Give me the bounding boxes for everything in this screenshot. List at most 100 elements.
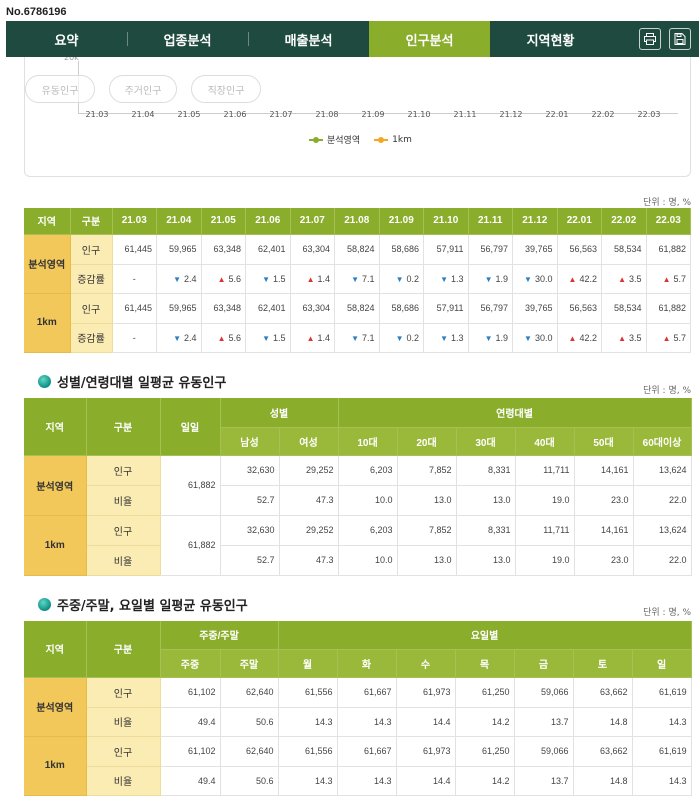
tab-industry[interactable]: 업종분석	[127, 21, 248, 57]
arrow-down-icon: ▼	[262, 274, 270, 284]
chart-legend: 분석영역 1km	[309, 133, 412, 146]
value-cell: 13,624	[633, 455, 692, 486]
category-cell: 인구	[86, 515, 161, 546]
ratio-cell: 14.3	[337, 766, 397, 796]
value-cell: 63,662	[573, 736, 633, 767]
column-subheader: 주말	[220, 649, 279, 678]
rate-cell: ▲ 3.5	[601, 323, 647, 353]
column-subheader: 20대	[397, 427, 457, 456]
column-subheader: 40대	[515, 427, 575, 456]
column-subheader: 남성	[220, 427, 280, 456]
x-axis-tick: 21.12	[499, 110, 523, 119]
value-cell: 56,563	[557, 293, 602, 324]
legend-item-area[interactable]: 분석영역	[309, 133, 360, 146]
region-cell: 분석영역	[24, 234, 71, 294]
legend-item-1km[interactable]: 1km	[374, 135, 412, 145]
column-header: 21.07	[290, 208, 335, 235]
ratio-cell: 47.3	[279, 545, 339, 576]
save-icon[interactable]	[669, 28, 691, 50]
value-cell: 57,911	[423, 293, 469, 324]
ratio-cell: 49.4	[160, 766, 221, 796]
rate-cell: ▲ 42.2	[557, 264, 602, 294]
daily-avg-cell: 61,882	[160, 455, 221, 516]
value-cell: 58,686	[379, 234, 424, 265]
value-cell: 61,556	[278, 736, 338, 767]
ratio-cell: 13.0	[397, 485, 457, 516]
value-cell: 63,304	[290, 293, 335, 324]
ratio-cell: 19.0	[515, 545, 575, 576]
column-header: 지역	[24, 621, 87, 678]
ratio-cell: 14.8	[573, 707, 633, 737]
value-cell: 56,563	[557, 234, 602, 265]
value-cell: 61,882	[646, 293, 691, 324]
rate-cell: -	[112, 323, 157, 353]
tab-sales[interactable]: 매출분석	[248, 21, 369, 57]
pill-floating-pop[interactable]: 유동인구	[25, 75, 95, 103]
column-header: 지역	[24, 208, 71, 235]
column-header: 21.12	[512, 208, 558, 235]
value-cell: 8,331	[456, 515, 516, 546]
rate-cell: ▲ 5.6	[201, 323, 246, 353]
arrow-down-icon: ▼	[440, 274, 448, 284]
pill-resident-pop[interactable]: 주거인구	[109, 75, 177, 103]
value-cell: 63,348	[201, 293, 246, 324]
column-header: 성별	[220, 398, 339, 428]
arrow-up-icon: ▲	[568, 333, 577, 343]
rate-cell: ▲ 5.7	[646, 323, 691, 353]
x-axis-tick: 21.09	[361, 110, 385, 119]
arrow-down-icon: ▼	[484, 333, 493, 343]
column-header: 요일별	[278, 621, 692, 650]
unit-label-monthly: 단위 : 명, %	[643, 198, 691, 208]
value-cell: 61,250	[455, 677, 515, 708]
rate-cell: ▼ 2.4	[156, 264, 202, 294]
column-header: 21.10	[423, 208, 469, 235]
gender-age-table: 지역 구분 일일 성별 연령대별 남성 여성 10대 20대 30대 40대 50대 60대이상 분석영역…	[24, 398, 692, 576]
ratio-cell: 13.0	[397, 545, 457, 576]
column-header: 일일	[160, 398, 221, 456]
arrow-down-icon: ▼	[395, 274, 404, 284]
rate-cell: ▼ 30.0	[512, 323, 558, 353]
ratio-cell: 13.0	[456, 485, 516, 516]
x-axis-tick: 21.05	[177, 110, 201, 119]
column-header: 구분	[70, 208, 113, 235]
value-cell: 58,824	[334, 293, 380, 324]
value-cell: 13,624	[633, 515, 692, 546]
value-cell: 61,882	[646, 234, 691, 265]
value-cell: 7,852	[397, 455, 457, 486]
arrow-down-icon: ▼	[351, 333, 359, 343]
ratio-cell: 19.0	[515, 485, 575, 516]
arrow-up-icon: ▲	[618, 333, 626, 343]
print-icon[interactable]	[639, 28, 661, 50]
column-header: 구분	[86, 621, 161, 678]
column-header: 구분	[86, 398, 161, 456]
pill-worker-pop[interactable]: 직장인구	[191, 75, 261, 103]
column-subheader: 월	[278, 649, 338, 678]
value-cell: 14,161	[574, 515, 634, 546]
x-axis-tick: 21.07	[269, 110, 293, 119]
tab-summary[interactable]: 요약	[54, 33, 79, 49]
region-cell: 분석영역	[24, 677, 87, 737]
ratio-cell: 10.0	[338, 485, 398, 516]
value-cell: 6,203	[338, 515, 398, 546]
x-axis-tick: 22.01	[545, 110, 569, 119]
tab-region[interactable]: 지역현황	[526, 33, 575, 49]
rate-cell: ▼ 30.0	[512, 264, 558, 294]
value-cell: 56,797	[468, 293, 513, 324]
value-cell: 61,445	[112, 293, 157, 324]
arrow-down-icon: ▼	[173, 274, 181, 284]
arrow-up-icon: ▲	[217, 333, 226, 343]
arrow-up-icon: ▲	[568, 274, 577, 284]
column-subheader: 10대	[338, 427, 398, 456]
rate-cell: ▼ 0.2	[379, 264, 424, 294]
arrow-up-icon: ▲	[217, 274, 226, 284]
legend-swatch-1km	[374, 136, 389, 143]
column-header: 연령대별	[338, 398, 692, 428]
x-axis-tick: 21.11	[453, 110, 477, 119]
ratio-cell: 14.8	[573, 766, 633, 796]
value-cell: 32,630	[220, 515, 280, 546]
weekday-table: 지역 구분 주중/주말 요일별 주중 주말 월 화 수 목 금 토 일 분석영역 인구 61,102 62,64…	[24, 621, 692, 796]
tab-population[interactable]: 인구분석	[369, 21, 490, 57]
value-cell: 61,973	[396, 677, 456, 708]
rate-cell: ▼ 1.9	[468, 264, 513, 294]
rate-cell: ▲ 5.6	[201, 264, 246, 294]
